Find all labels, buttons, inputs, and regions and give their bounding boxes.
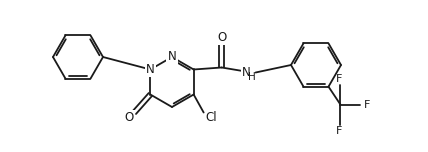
Text: O: O xyxy=(125,111,134,124)
Text: N: N xyxy=(146,63,155,76)
Text: O: O xyxy=(217,31,226,44)
Text: F: F xyxy=(336,74,343,84)
Text: F: F xyxy=(336,126,343,136)
Text: N: N xyxy=(242,66,251,79)
Text: F: F xyxy=(364,100,371,110)
Text: H: H xyxy=(248,73,256,83)
Text: Cl: Cl xyxy=(206,111,217,124)
Text: N: N xyxy=(168,50,176,64)
